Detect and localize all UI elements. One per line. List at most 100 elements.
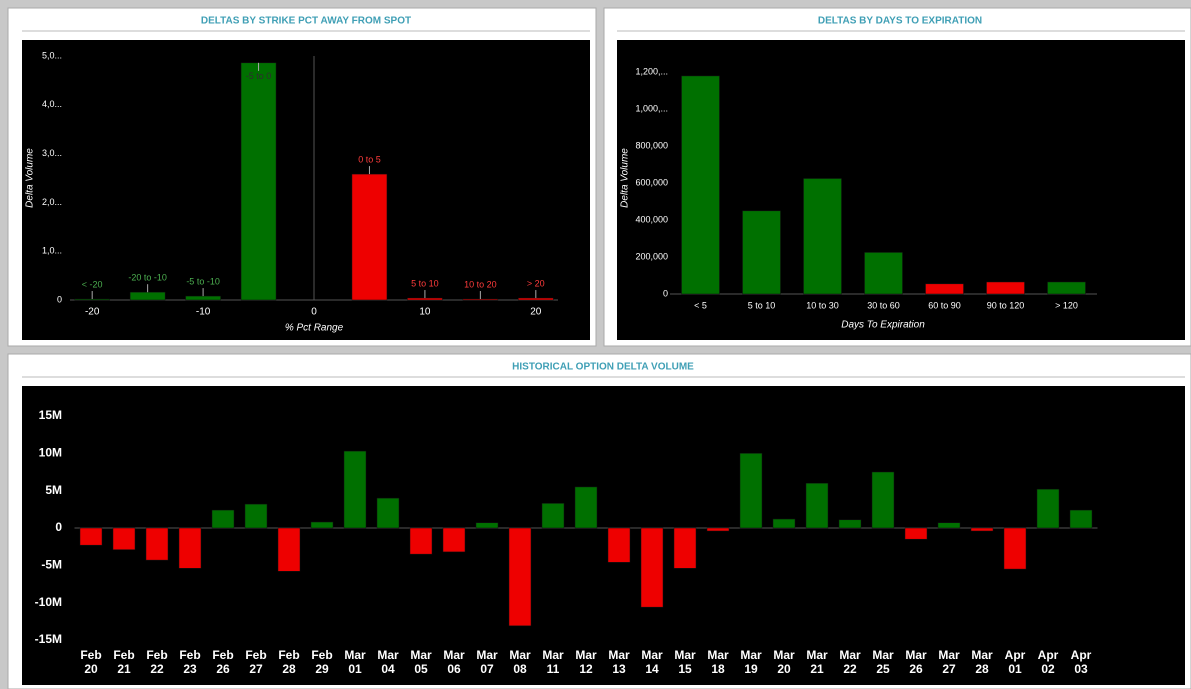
bar	[1003, 527, 1027, 570]
x-tick-label: Mar 18	[707, 648, 729, 676]
bar	[706, 527, 730, 532]
data-label: -5 to 0	[246, 71, 272, 81]
bar	[310, 521, 334, 529]
bar	[508, 527, 532, 627]
x-tick-label: Feb 22	[146, 648, 168, 676]
x-tick-label: 30 to 60	[867, 300, 900, 310]
x-tick-label: -20	[85, 307, 100, 318]
x-tick-label: Feb 23	[179, 648, 201, 676]
x-tick-label: Mar 26	[905, 648, 927, 676]
bar	[409, 527, 433, 555]
x-tick-label: -10	[196, 307, 211, 318]
bar	[178, 527, 202, 569]
y-axis-label: Delta Volume	[25, 148, 36, 208]
x-tick-label: 5 to 10	[748, 300, 776, 310]
x-tick-label: Mar 01	[344, 648, 366, 676]
y-tick-label: 600,000	[635, 177, 668, 187]
x-tick-label: Apr 03	[1070, 648, 1092, 676]
y-tick-label: -5M	[41, 558, 62, 572]
bar	[442, 527, 466, 553]
bar	[742, 210, 781, 295]
bar	[112, 527, 136, 550]
bar	[970, 527, 994, 532]
x-tick-label: 20	[530, 307, 542, 318]
y-tick-label: 1,000,...	[635, 104, 668, 114]
bar	[145, 527, 169, 561]
x-tick-label: Mar 22	[839, 648, 861, 676]
x-tick-label: Mar 07	[476, 648, 498, 676]
x-tick-label: Feb 28	[278, 648, 300, 676]
bar	[240, 62, 277, 301]
bar	[79, 527, 103, 546]
y-tick-label: 400,000	[635, 214, 668, 224]
x-tick-label: > 120	[1055, 300, 1078, 310]
x-tick-label: 10 to 30	[806, 300, 839, 310]
bar	[74, 298, 110, 301]
y-tick-label: 1,0...	[42, 246, 62, 256]
bar	[1036, 488, 1060, 529]
bar	[986, 281, 1025, 295]
plot-area	[22, 40, 590, 340]
bar	[244, 503, 268, 529]
bar	[640, 527, 664, 608]
x-tick-label: Feb 21	[113, 648, 135, 676]
y-tick-label: 800,000	[635, 141, 668, 151]
x-tick-label: Mar 06	[443, 648, 465, 676]
bar	[607, 527, 631, 563]
bar	[925, 283, 964, 295]
bar	[681, 75, 720, 295]
y-tick-label: 4,0...	[42, 99, 62, 109]
x-tick-label: Mar 25	[872, 648, 894, 676]
x-tick-label: Feb 20	[80, 648, 102, 676]
y-tick-label: -15M	[35, 632, 62, 646]
data-label: 10 to 20	[464, 279, 497, 289]
bar	[518, 297, 554, 301]
x-tick-label: 60 to 90	[928, 300, 961, 310]
chart-title: HISTORICAL OPTION DELTA VOLUME	[512, 362, 694, 373]
bar	[211, 509, 235, 529]
data-label: < -20	[82, 279, 103, 289]
x-tick-label: Mar 19	[740, 648, 762, 676]
bar	[871, 471, 895, 529]
bar	[1047, 281, 1086, 295]
bar	[739, 453, 763, 529]
x-tick-label: Mar 28	[971, 648, 993, 676]
x-tick-label: Mar 12	[575, 648, 597, 676]
x-tick-label: 90 to 120	[987, 300, 1025, 310]
x-tick-label: Mar 21	[806, 648, 828, 676]
x-tick-label: Mar 11	[542, 648, 564, 676]
x-tick-label: Apr 02	[1037, 648, 1059, 676]
x-tick-label: Feb 26	[212, 648, 234, 676]
y-tick-label: 15M	[39, 408, 62, 422]
x-tick-label: Mar 08	[509, 648, 531, 676]
bar	[838, 519, 862, 529]
bar	[462, 298, 499, 301]
y-tick-label: 5M	[45, 483, 62, 497]
y-tick-label: 3,0...	[42, 148, 62, 158]
data-label: > 20	[527, 278, 545, 288]
x-axis-label: % Pct Range	[285, 323, 344, 334]
bar	[129, 291, 166, 301]
x-tick-label: Mar 14	[641, 648, 663, 676]
y-tick-label: 200,000	[635, 251, 668, 261]
bar	[185, 295, 221, 301]
x-tick-label: Feb 29	[311, 648, 333, 676]
chart-title: DELTAS BY STRIKE PCT AWAY FROM SPOT	[201, 16, 411, 27]
bar	[351, 173, 388, 301]
x-tick-label: Mar 13	[608, 648, 630, 676]
y-axis-label: Delta Volume	[620, 148, 631, 208]
x-tick-label: Mar 15	[674, 648, 696, 676]
bar	[407, 297, 443, 301]
x-tick-label: Mar 27	[938, 648, 960, 676]
x-axis-label: Days To Expiration	[841, 320, 925, 331]
bar	[673, 527, 697, 569]
bar	[343, 450, 367, 529]
bar	[805, 482, 829, 529]
bar	[904, 527, 928, 540]
y-tick-label: 1,200,...	[635, 67, 668, 77]
y-tick-label: 2,0...	[42, 197, 62, 207]
y-tick-label: -10M	[35, 595, 62, 609]
bar	[803, 178, 842, 295]
x-tick-label: 0	[311, 307, 317, 318]
